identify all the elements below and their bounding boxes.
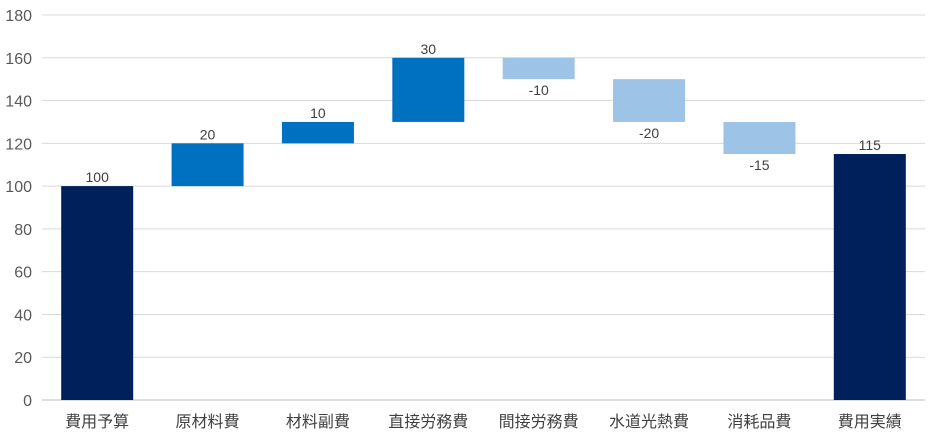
data-label: 115 <box>859 137 882 153</box>
bar-increase <box>392 57 465 122</box>
x-tick-label: 水道光熱費 <box>609 412 689 431</box>
x-tick-label: 費用予算 <box>65 412 129 431</box>
y-tick-label: 60 <box>14 265 32 282</box>
data-label: 30 <box>421 41 437 57</box>
x-tick-label: 消耗品費 <box>727 412 791 431</box>
y-tick-label: 40 <box>14 307 32 324</box>
data-label: -15 <box>749 157 769 173</box>
x-axis-ticks: 費用予算 原材料費 材料副費 直接労務費 間接労務費 水道光熱費 消耗品費 費用実績 <box>65 412 902 431</box>
data-label: -20 <box>639 125 659 141</box>
bar-decrease <box>613 79 686 122</box>
data-label: -10 <box>529 82 549 98</box>
bar-decrease <box>723 121 796 155</box>
data-label: 100 <box>86 169 110 185</box>
y-tick-label: 0 <box>23 393 32 410</box>
data-label: 20 <box>200 126 216 142</box>
bar-increase <box>281 121 354 144</box>
bar-total <box>833 154 906 400</box>
x-tick-label: 間接労務費 <box>499 412 579 431</box>
x-tick-label: 原材料費 <box>176 412 240 431</box>
x-tick-label: 費用実績 <box>838 412 902 431</box>
gridlines <box>42 14 925 401</box>
bar-total <box>61 186 134 400</box>
y-tick-label: 160 <box>5 51 32 68</box>
y-axis-ticks: 0 20 40 60 80 100 120 140 160 180 <box>5 8 32 410</box>
y-tick-label: 20 <box>14 350 32 367</box>
bars <box>61 57 906 400</box>
y-tick-label: 120 <box>5 136 32 153</box>
bar-decrease <box>502 57 575 80</box>
y-tick-label: 180 <box>5 8 32 25</box>
x-tick-label: 材料副費 <box>286 412 350 431</box>
y-tick-label: 100 <box>5 179 32 196</box>
bar-increase <box>171 143 244 187</box>
x-tick-label: 直接労務費 <box>388 412 468 431</box>
y-tick-label: 80 <box>14 222 32 239</box>
data-label: 10 <box>310 105 326 121</box>
data-labels: 100 20 10 30 -10 -20 -15 115 <box>86 41 882 185</box>
y-tick-label: 140 <box>5 94 32 111</box>
